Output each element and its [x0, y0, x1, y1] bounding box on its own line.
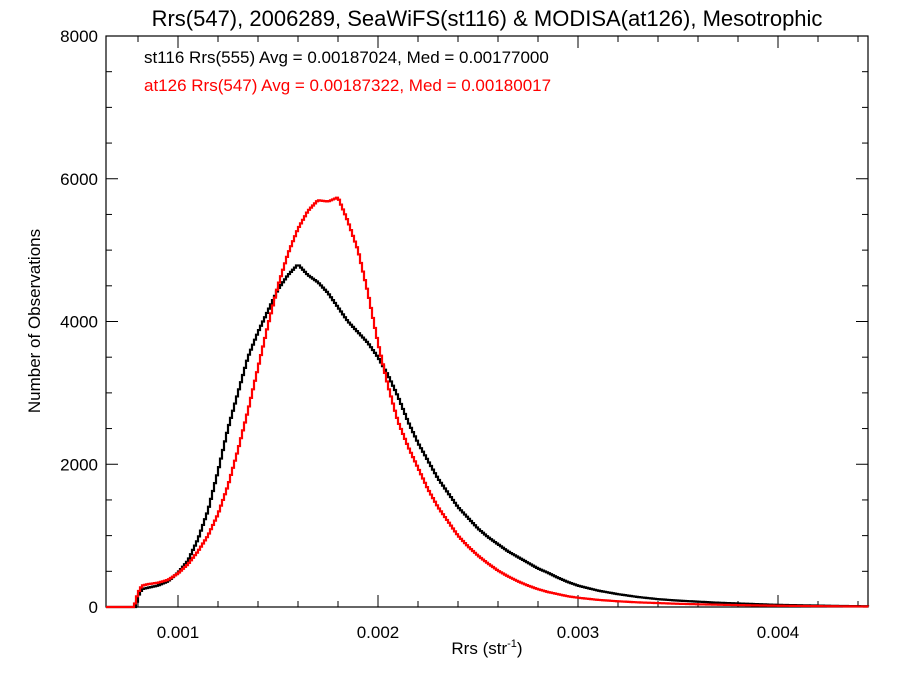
x-tick-label: 0.003: [557, 623, 600, 642]
y-axis: 0 2000 4000 6000 8000: [60, 27, 868, 617]
x-axis-label: Rrs (str-1): [451, 638, 522, 658]
y-tick-label: 6000: [60, 170, 98, 189]
y-tick-label: 0: [89, 598, 98, 617]
series-st116-histogram: [106, 264, 870, 609]
y-axis-label: Number of Observations: [25, 229, 44, 413]
legend-entry-st116: st116 Rrs(555) Avg = 0.00187024, Med = 0…: [144, 48, 549, 67]
series-at126-histogram: [106, 196, 870, 609]
x-tick-label: 0.002: [357, 623, 400, 642]
legend-entry-at126: at126 Rrs(547) Avg = 0.00187322, Med = 0…: [144, 76, 551, 95]
x-tick-label: 0.001: [157, 623, 200, 642]
y-tick-label: 2000: [60, 455, 98, 474]
chart-title: Rrs(547), 2006289, SeaWiFS(st116) & MODI…: [152, 6, 823, 31]
plot-frame: [105, 35, 869, 608]
x-axis: 0.001 0.002 0.003 0.004: [137, 36, 859, 642]
series-layer: [106, 196, 870, 609]
y-tick-label: 4000: [60, 313, 98, 332]
y-tick-label: 8000: [60, 27, 98, 46]
x-tick-label: 0.004: [757, 623, 800, 642]
